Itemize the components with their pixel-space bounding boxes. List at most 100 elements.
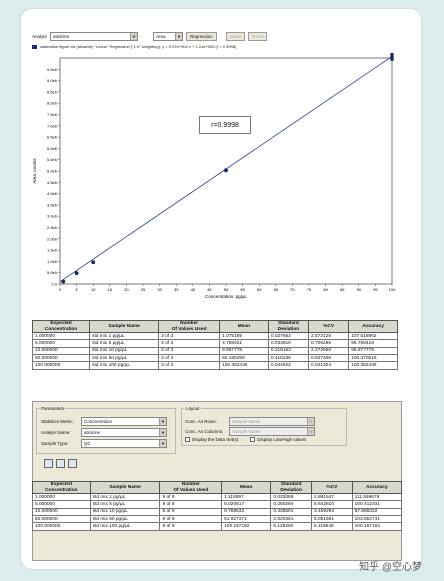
analyte-select[interactable]: atrazine ▼ <box>50 32 139 41</box>
x-tick-label: 15 <box>108 287 113 292</box>
table-cell: 9 of 9 <box>159 500 223 509</box>
analyte-select-value: atrazine <box>53 34 70 39</box>
table-cell: 3 of 3 <box>158 353 221 363</box>
y-tick-label: 7.0e6 <box>47 123 58 128</box>
chart-view-icon[interactable] <box>44 459 53 468</box>
table-row[interactable]: 1.000000 std mix 1 pg/µL 3 of 3 1.075189 0.0… <box>31 332 398 341</box>
table-cell: std mix 10 pg/µL <box>89 346 160 355</box>
table-cell: 95.768418 <box>348 339 398 348</box>
column-header[interactable]: Accuracy <box>351 480 403 495</box>
y-tick-label: 2.0e6 <box>47 236 58 241</box>
table-cell: 51.927371 <box>221 514 272 524</box>
y-axis-label: Area, counts <box>32 158 37 184</box>
x-axis-label: Concentration, pg/µL <box>205 294 247 299</box>
table-cell: 50.000000 <box>32 514 91 524</box>
table-cell: std mix 10 pg/µL <box>89 507 161 516</box>
table-cell: 5.051591 <box>311 514 353 524</box>
table-row[interactable]: 10.000000 std mix 10 pg/µL 9 of 9 9.788532 0… <box>32 507 403 516</box>
conc-cols-select[interactable]: Sample Name ▼ <box>229 427 315 436</box>
calibration-chart: 0 5 10 15 20 25 30 35 40 45 50 55 60 65 70 75 80 85 90 95 10… <box>32 52 396 299</box>
area-select[interactable]: Area ▼ <box>153 32 184 41</box>
analyte-name-select[interactable]: atrazine ▼ <box>81 428 167 437</box>
conc-cols-value: Sample Name <box>232 429 261 434</box>
sample-type-select[interactable]: QC ▼ <box>81 439 167 448</box>
x-tick-label: 85 <box>340 287 345 292</box>
regression-button[interactable]: Regression <box>186 32 217 41</box>
column-header[interactable]: Sample Name <box>89 319 160 334</box>
table-cell: 0.280294 <box>270 500 313 509</box>
table-cell: std mix 5 pg/µL <box>89 339 160 348</box>
y-tick-label: 0.0 <box>51 282 57 287</box>
invert-button[interactable]: Invert <box>248 32 268 41</box>
table-cell: 9.597778 <box>219 346 269 355</box>
table-row[interactable]: 100.000000 std mix 100 pg/µL 9 of 9 100.167… <box>32 522 403 531</box>
table-row[interactable]: 10.000000 std mix 10 pg/µL 3 of 3 9.597778 0… <box>31 346 398 355</box>
table-cell: 107.518862 <box>348 332 398 341</box>
table-cell: 3 of 3 <box>158 346 221 355</box>
column-header[interactable]: Standard Deviation <box>267 319 310 334</box>
table-cell: 5.000000 <box>32 500 91 509</box>
table-row[interactable]: 100.000000 std mix 100 pg/µL 3 of 3 100.362… <box>31 361 398 370</box>
stat-metric-value: Concentration <box>84 419 113 424</box>
x-tick-label: 70 <box>290 287 295 292</box>
table-cell: 2.272950 <box>307 346 350 355</box>
table-row[interactable]: 1.000000 std mix 1 pg/µL 9 of 9 1.115997 0.0… <box>32 493 403 502</box>
column-header[interactable]: Mean <box>221 480 272 495</box>
column-header[interactable]: Number Of Values Used <box>159 480 223 495</box>
column-header[interactable]: Expected Concentration <box>32 480 91 495</box>
x-tick-label: 20 <box>124 287 129 292</box>
table-cell: 0.044622 <box>267 361 310 370</box>
table-view-icon[interactable] <box>56 459 65 468</box>
stat-metric-select[interactable]: Concentration ▼ <box>81 417 167 426</box>
layout-group: Layout <box>181 406 347 446</box>
table-cell: 1.000000 <box>32 493 91 502</box>
conc-cols-row: Conc. As Columns: Sample Name ▼ <box>185 427 315 436</box>
display-data-set-checkbox[interactable] <box>185 437 190 442</box>
table-row[interactable]: 5.000000 std mix 5 pg/µL 9 of 9 5.020617 0.2… <box>32 500 403 509</box>
column-header[interactable]: Sample Name <box>89 480 161 495</box>
export-icon[interactable] <box>68 459 77 468</box>
table-cell: 100.167182 <box>221 522 272 531</box>
column-header[interactable]: Expected Concentration <box>31 319 91 334</box>
legend-text: calibration figure.xls (atrazine) "Linea… <box>40 44 237 49</box>
table-row[interactable]: 50.000000 std mix 50 pg/µL 9 of 9 51.927371… <box>32 514 403 524</box>
table-cell: 9 of 9 <box>159 514 223 524</box>
y-tick-label: 1.5e6 <box>47 248 58 253</box>
column-header[interactable]: %CV <box>307 319 350 334</box>
chevron-down-icon: ▼ <box>307 428 314 435</box>
display-data-set-label: Display the Data Set(s) <box>192 437 239 442</box>
y-tick-label: 5.5e6 <box>47 157 58 162</box>
chevron-down-icon: ▼ <box>307 418 314 425</box>
chevron-down-icon: ▼ <box>130 33 138 40</box>
table-cell: 0.415236 <box>267 353 310 363</box>
table-cell: 5.020617 <box>221 500 272 509</box>
y-tick-label: 6.5e6 <box>47 135 58 140</box>
table-cell: 5.000000 <box>31 339 91 348</box>
column-header[interactable]: Number Of Values Used <box>158 319 221 334</box>
mean-button[interactable]: Mean <box>225 32 246 41</box>
conc-rows-select[interactable]: Sample Name ▼ <box>229 417 315 426</box>
column-header[interactable]: Accuracy <box>348 319 398 334</box>
table-cell: 100.362436 <box>219 361 269 370</box>
table-cell: 0.338591 <box>270 507 313 516</box>
table-cell: std mix 100 pg/µL <box>89 361 160 370</box>
x-tick-label: 95 <box>373 287 378 292</box>
table-cell: 100.370516 <box>348 353 398 363</box>
x-tick-label: 100 <box>389 287 396 292</box>
table-header-row: Expected Concentration Sample Name Number … <box>32 480 403 495</box>
table-cell: std mix 1 pg/µL <box>89 493 161 502</box>
y-tick-label: 7.5e6 <box>47 112 58 117</box>
y-tick-label: 1.0e6 <box>47 259 58 264</box>
data-point <box>390 52 394 57</box>
summary-table-1: Expected Concentration Sample Name Number … <box>31 319 398 370</box>
x-tick-label: 75 <box>307 287 312 292</box>
column-header[interactable]: Standard Deviation <box>270 480 313 495</box>
x-tick-label: 90 <box>357 287 362 292</box>
table-row[interactable]: 5.000000 std mix 5 pg/µL 3 of 3 4.788421 0.0… <box>31 339 398 348</box>
x-tick-label: 30 <box>157 287 162 292</box>
display-low-high-checkbox[interactable] <box>250 437 256 442</box>
table-cell: 5.642810 <box>311 500 353 509</box>
table-row[interactable]: 50.000000 std mix 50 pg/µL 3 of 3 50.185258… <box>31 353 398 363</box>
column-header[interactable]: %CV <box>311 480 353 495</box>
column-header[interactable]: Mean <box>219 319 269 334</box>
